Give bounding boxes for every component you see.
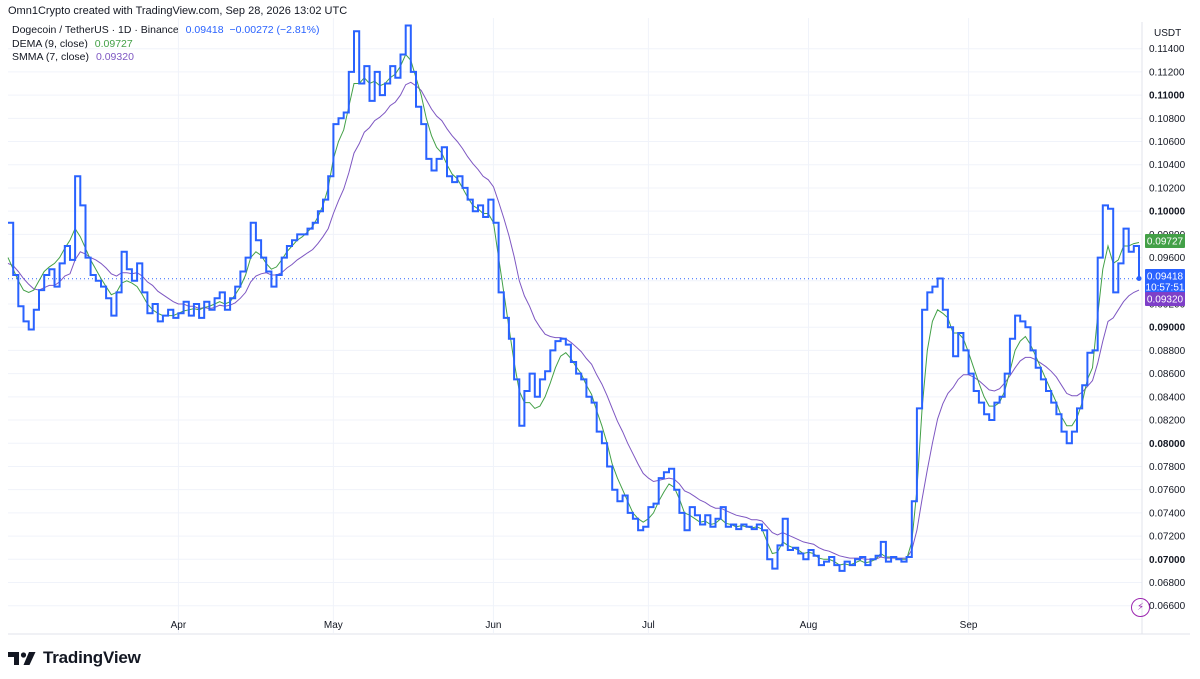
price-badge-text: 0.09418 bbox=[1147, 272, 1184, 283]
chart-credit: Omn1Crypto created with TradingView.com,… bbox=[8, 5, 348, 17]
legend-row-dema: DEMA (9, close) 0.09727 bbox=[12, 38, 319, 52]
y-tick-label: 0.10600 bbox=[1149, 137, 1186, 148]
series-dema-line bbox=[7, 53, 1140, 566]
countdown-text: 10:57:51 bbox=[1146, 283, 1185, 294]
y-tick-label: 0.11400 bbox=[1149, 44, 1185, 55]
time-axis[interactable]: Apr May Jun Jul Aug Sep bbox=[171, 620, 978, 631]
last-price-point bbox=[1136, 275, 1142, 281]
legend-smma-value: 0.09320 bbox=[95, 51, 134, 63]
y-tick-label: 0.08400 bbox=[1149, 392, 1186, 403]
legend-smma-label[interactable]: SMMA (7, close) bbox=[12, 51, 90, 63]
smma-badge-text: 0.09320 bbox=[1147, 295, 1184, 306]
legend-row-symbol: Dogecoin / TetherUS · 1D · Binance 0.094… bbox=[12, 24, 319, 38]
legend-row-smma: SMMA (7, close) 0.09320 bbox=[12, 51, 319, 65]
price-axis[interactable]: USDT 0.11400 0.11200 0.11000 0.10800 0.10600… bbox=[1149, 28, 1186, 612]
legend-price: 0.09418 bbox=[185, 24, 224, 36]
price-badges: 0.09727 0.09418 10:57:51 0.09320 bbox=[1145, 234, 1185, 306]
y-tick-label: 0.07400 bbox=[1149, 508, 1186, 519]
tradingview-logo: TradingView bbox=[8, 648, 141, 668]
x-tick-label: Aug bbox=[800, 620, 818, 631]
y-tick-label: 0.08600 bbox=[1149, 369, 1186, 380]
x-tick-label: Jun bbox=[485, 620, 501, 631]
dema-badge-text: 0.09727 bbox=[1147, 237, 1184, 248]
y-tick-label: 0.06600 bbox=[1149, 601, 1186, 612]
legend-dema-value: 0.09727 bbox=[94, 37, 133, 50]
tradingview-logo-icon bbox=[8, 652, 36, 665]
x-tick-label: Apr bbox=[171, 620, 187, 631]
legend-symbol[interactable]: Dogecoin / TetherUS · 1D · Binance bbox=[12, 24, 179, 36]
x-tick-label: Jul bbox=[642, 620, 655, 631]
smma-badge: 0.09320 bbox=[1145, 292, 1185, 306]
tradingview-logo-text: TradingView bbox=[43, 648, 141, 667]
y-tick-label: 0.07800 bbox=[1149, 462, 1186, 473]
y-tick-label: 0.10000 bbox=[1149, 207, 1186, 218]
y-tick-label: 0.11200 bbox=[1149, 67, 1185, 78]
series-price-line[interactable] bbox=[8, 24, 1140, 572]
price-badge: 0.09418 10:57:51 bbox=[1145, 269, 1185, 294]
y-tick-label: 0.07000 bbox=[1149, 555, 1186, 566]
legend-dema-label[interactable]: DEMA (9, close) bbox=[12, 37, 88, 50]
y-tick-label: 0.10200 bbox=[1149, 183, 1186, 194]
x-tick-label: May bbox=[324, 620, 343, 631]
chart-legend: Dogecoin / TetherUS · 1D · Binance 0.094… bbox=[12, 24, 319, 65]
y-tick-label: 0.10800 bbox=[1149, 114, 1186, 125]
y-tick-label: 0.09000 bbox=[1149, 323, 1186, 334]
y-tick-label: 0.06800 bbox=[1149, 578, 1186, 589]
x-tick-label: Sep bbox=[960, 620, 978, 631]
y-tick-label: 0.07200 bbox=[1149, 532, 1186, 543]
y-tick-label: 0.11000 bbox=[1149, 91, 1185, 102]
y-tick-label: 0.07600 bbox=[1149, 485, 1186, 496]
y-tick-label: 0.08800 bbox=[1149, 346, 1186, 357]
y-tick-label: 0.08000 bbox=[1149, 439, 1186, 450]
y-tick-label: 0.09600 bbox=[1149, 253, 1186, 264]
axis-currency-label[interactable]: USDT bbox=[1154, 28, 1181, 39]
y-tick-label: 0.10400 bbox=[1149, 160, 1186, 171]
chart-grid bbox=[8, 18, 1190, 635]
series-layer bbox=[7, 24, 1142, 572]
series-smma-line bbox=[7, 81, 1140, 560]
legend-change: −0.00272 (−2.81%) bbox=[229, 24, 320, 36]
y-tick-label: 0.08200 bbox=[1149, 416, 1186, 427]
dema-badge: 0.09727 bbox=[1145, 234, 1185, 248]
lightning-icon[interactable]: ⚡ bbox=[1131, 598, 1150, 617]
